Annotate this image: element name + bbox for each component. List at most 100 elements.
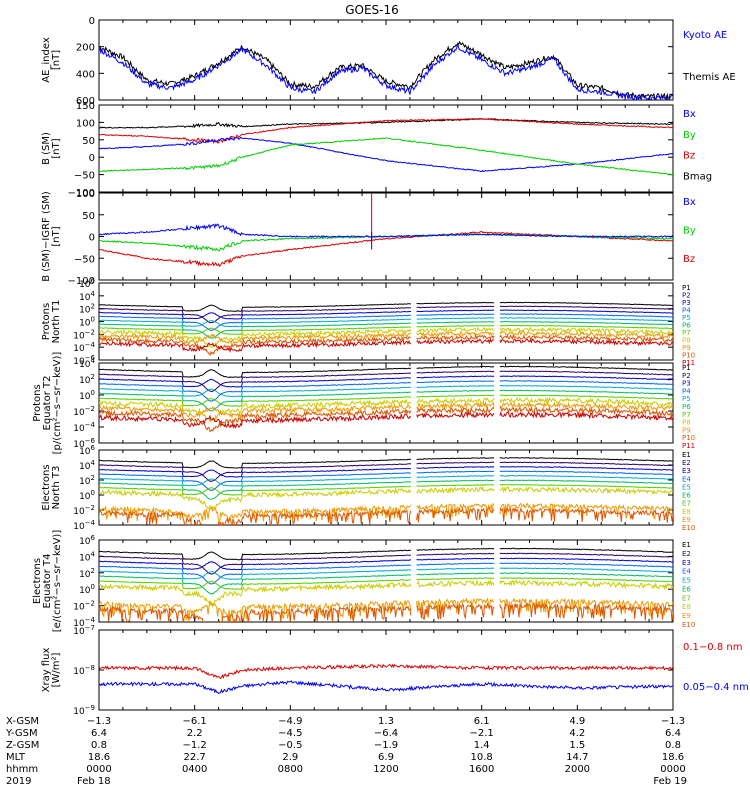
y-tick-label: 104 [79,357,95,370]
series-p4 [99,313,673,331]
legend-e10: E10 [682,524,695,532]
y-tick-label: 400 [76,69,95,80]
y-label-line: Protons [41,303,52,340]
legend-p4: P4 [682,307,691,315]
series-p7 [99,324,673,335]
series-e3 [99,465,673,478]
x-row-label: Y-GSM [5,728,38,739]
x-table-value: −1.9 [374,740,398,751]
y-tick-label: 104 [79,550,95,563]
x-table-value: 0000 [86,764,111,775]
legend-by: By [683,130,696,141]
y-tick-label: 10−2 [73,405,95,418]
series-e4 [99,470,673,492]
series-p11 [99,337,673,354]
legend-p3: P3 [682,299,691,307]
y-label-line: Equator T2 [42,376,53,431]
legend: 0.1−0.8 nm 0.05−0.4 nm [683,642,749,693]
x-row-label: MLT [6,752,26,763]
x-table-value: 10.8 [471,752,493,763]
y-label-line: AE_index [41,37,52,83]
legend: Bx By Bz [683,197,696,265]
y-tick-label: −100 [68,276,95,287]
x-table-value: 6.4 [91,728,107,739]
x-table-value: −0.5 [278,740,302,751]
x-table-value: 14.7 [566,752,588,763]
series-p1 [99,301,673,312]
series-p8 [99,326,673,349]
series-Bx [99,223,673,238]
y-label-line: North T3 [51,466,62,510]
y-label-line: [p/(cm²−s−sr−keV)] [52,352,63,455]
x-table-value: 0.8 [91,740,107,751]
panel-ae: 0 200 400 600 AE_index [nT] Kyoto AE Themis AE [41,16,736,107]
y-tick-label: 0 [89,233,95,244]
series-p9 [99,401,673,420]
y-tick-label: 10−4 [73,616,95,629]
y-label-line: [nT] [51,226,62,246]
legend-p6: P6 [682,403,691,411]
series-p7 [99,394,673,407]
y-tick-label: 10−2 [73,328,95,341]
series-e2 [99,552,673,575]
x-table-value: 18.6 [88,752,110,763]
series-e5 [99,567,673,580]
legend-p11: P11 [682,442,695,450]
legend-p7: P7 [682,329,691,337]
series-Bz [99,117,673,145]
legend-p9: P9 [682,344,691,352]
y-tick-label: 102 [79,474,95,487]
series-p8 [99,396,673,424]
x-row-label: 2019 [6,776,31,787]
x-table-value: 18.6 [662,752,684,763]
legend-e7: E7 [682,500,691,508]
legend-0-1-0-8-nm: 0.1−0.8 nm [683,642,742,653]
plot-area [99,301,673,356]
x-table-value: 0000 [660,764,685,775]
legend-bmag: Bmag [683,171,712,182]
panel-bigrf: 100 50 0 −50 −100 B (SM)−IGRF (SM) [nT] Bx By Bz [41,189,696,287]
legend-e6: E6 [682,492,691,500]
y-label-line: [e/(cm²−s−sr−keV)] [52,530,63,633]
legend-e1: E1 [682,541,691,549]
legend-p4: P4 [682,387,691,395]
plot-area [99,40,673,100]
legend-p9: P9 [682,426,691,434]
x-table-value: 1.5 [569,740,585,751]
y-tick-label: 102 [79,373,95,386]
y-tick-label: 106 [79,444,95,457]
x-table-value: Feb 19 [653,776,687,787]
x-row-label: X-GSM [6,716,39,727]
y-axis-label: B (SM)−IGRF (SM) [nT] [41,191,62,282]
x-row-label: Z-GSM [6,740,39,751]
series-p2 [99,305,673,324]
series-e8 [99,578,673,607]
y-tick-label: 10−9 [73,704,95,717]
series-e5 [99,474,673,487]
plot-area [99,547,673,622]
panel-bsm: 150 100 50 0 −50 −100 B (SM) [nT] Bx By Bz Bmag [41,101,712,199]
legend-bx: Bx [683,197,696,208]
y-label-line: [W/m²] [51,652,62,687]
legend-e10: E10 [682,621,695,629]
x-row-label: hhmm [6,764,38,775]
legend-p10: P10 [682,434,695,442]
legend-p2: P2 [682,372,691,380]
legend: Kyoto AE Themis AE [682,30,736,83]
series-e10 [99,506,673,525]
legend-p8: P8 [682,419,691,427]
y-tick-label: 100 [76,189,95,200]
legend-e7: E7 [682,594,691,602]
y-tick-label: 0 [89,16,95,27]
series-p10 [99,405,673,433]
legend-e1: E1 [682,451,691,459]
y-tick-label: 10−8 [73,664,95,677]
legend-p10: P10 [682,352,695,360]
y-tick-label: 50 [82,136,95,147]
legend-by: By [683,226,696,237]
